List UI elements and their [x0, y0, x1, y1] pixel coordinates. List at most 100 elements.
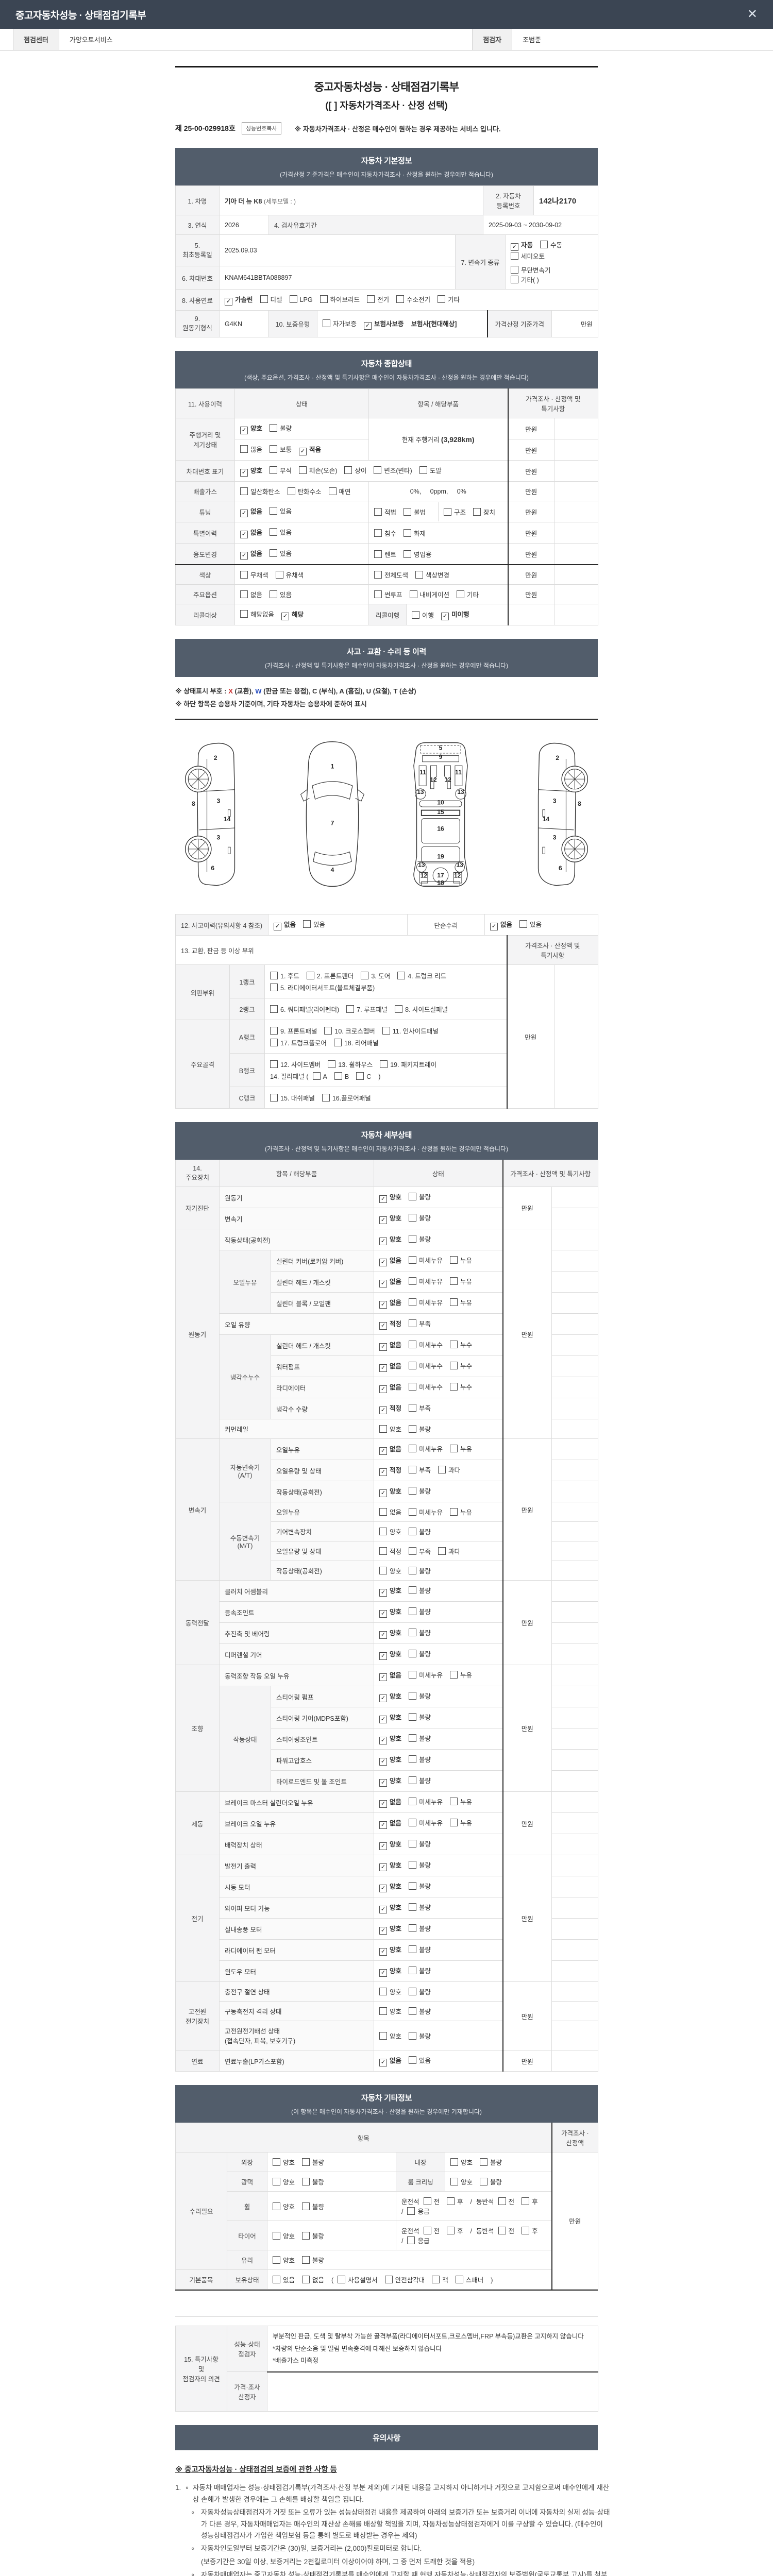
- option-이행[interactable]: 이행: [412, 610, 434, 620]
- unchecked-checkbox-icon[interactable]: [299, 466, 307, 474]
- option-많음[interactable]: 많음: [240, 444, 262, 454]
- option-8. 사이드실패널[interactable]: 8. 사이드실패널: [395, 1004, 448, 1014]
- unchecked-checkbox-icon[interactable]: [409, 1882, 417, 1890]
- option-전체도색[interactable]: 전체도색: [374, 570, 408, 580]
- unchecked-checkbox-icon[interactable]: [450, 1445, 458, 1453]
- option-불량[interactable]: 불량: [302, 2201, 324, 2211]
- unchecked-checkbox-icon[interactable]: [519, 920, 528, 928]
- option-불량[interactable]: 불량: [409, 1839, 431, 1849]
- option-있음[interactable]: 있음: [270, 548, 292, 558]
- unchecked-checkbox-icon[interactable]: [404, 529, 412, 537]
- option-불량[interactable]: 불량: [302, 2231, 324, 2241]
- unchecked-checkbox-icon[interactable]: [409, 1903, 417, 1911]
- unchecked-checkbox-icon[interactable]: [409, 2056, 417, 2064]
- unchecked-checkbox-icon[interactable]: [273, 2202, 280, 2210]
- option-전[interactable]: 전: [423, 2196, 440, 2206]
- option-6. 쿼터패널(리어펜더)[interactable]: 6. 쿼터패널(리어펜더): [270, 1004, 339, 1014]
- option-장치[interactable]: 장치: [473, 507, 495, 517]
- option-있음[interactable]: 있음: [270, 589, 292, 599]
- option-양호[interactable]: ✓ 양호: [379, 1733, 401, 1745]
- option-기타[interactable]: 기타: [457, 589, 479, 599]
- unchecked-checkbox-icon[interactable]: [356, 1072, 364, 1080]
- checked-checkbox-icon[interactable]: ✓: [379, 1216, 388, 1225]
- unchecked-checkbox-icon[interactable]: [379, 2031, 388, 2040]
- unchecked-checkbox-icon[interactable]: [322, 1094, 330, 1102]
- option-도말[interactable]: 도말: [419, 465, 442, 475]
- unchecked-checkbox-icon[interactable]: [240, 590, 248, 598]
- checked-checkbox-icon[interactable]: ✓: [379, 2059, 388, 2067]
- option-수소전기[interactable]: 수소전기: [396, 294, 430, 304]
- option-불량[interactable]: 불량: [409, 1987, 431, 1996]
- option-세미오토[interactable]: 세미오토: [511, 251, 545, 261]
- option-수동[interactable]: 수동: [540, 240, 562, 249]
- option-해당없음[interactable]: 해당없음: [240, 609, 274, 619]
- option-부족[interactable]: 부족: [409, 1546, 431, 1556]
- option-양호[interactable]: ✓ 양호: [379, 1213, 401, 1225]
- unchecked-checkbox-icon[interactable]: [306, 972, 314, 980]
- option-불량[interactable]: 불량: [409, 1944, 431, 1954]
- option-18. 리어패널[interactable]: 18. 리어패널: [333, 1038, 379, 1047]
- unchecked-checkbox-icon[interactable]: [302, 2202, 310, 2210]
- option-변조(변타)[interactable]: 변조(변타): [374, 465, 412, 475]
- checked-checkbox-icon[interactable]: ✓: [379, 1800, 388, 1808]
- option-전[interactable]: 전: [498, 2196, 514, 2206]
- unchecked-checkbox-icon[interactable]: [374, 571, 382, 579]
- unchecked-checkbox-icon[interactable]: [328, 487, 337, 495]
- option-미세누유[interactable]: 미세누유: [409, 1670, 443, 1680]
- option-양호[interactable]: ✓ 양호: [379, 1775, 401, 1787]
- option-훼손(오손)[interactable]: 훼손(오손): [299, 465, 337, 475]
- checked-checkbox-icon[interactable]: ✓: [379, 1821, 388, 1829]
- unchecked-checkbox-icon[interactable]: [270, 466, 278, 474]
- unchecked-checkbox-icon[interactable]: [450, 1508, 458, 1516]
- unchecked-checkbox-icon[interactable]: [409, 1508, 417, 1516]
- unchecked-checkbox-icon[interactable]: [404, 507, 412, 516]
- unchecked-checkbox-icon[interactable]: [409, 1277, 417, 1285]
- option-양호[interactable]: ✓ 양호: [379, 1839, 401, 1851]
- unchecked-checkbox-icon[interactable]: [334, 1072, 342, 1080]
- option-9. 프론트패널[interactable]: 9. 프론트패널: [270, 1026, 317, 1036]
- unchecked-checkbox-icon[interactable]: [457, 590, 465, 598]
- option-불량[interactable]: 불량: [409, 1606, 431, 1616]
- unchecked-checkbox-icon[interactable]: [409, 1425, 417, 1433]
- checked-checkbox-icon[interactable]: ✓: [441, 613, 449, 620]
- unchecked-checkbox-icon[interactable]: [270, 424, 278, 432]
- option-양호[interactable]: ✓ 양호: [379, 1691, 401, 1703]
- option-13. 휠하우스[interactable]: 13. 휠하우스: [328, 1059, 373, 1069]
- option-없음[interactable]: ✓ 없음: [240, 506, 262, 517]
- close-icon[interactable]: ✕: [747, 7, 758, 21]
- option-양호[interactable]: ✓ 양호: [379, 1923, 401, 1935]
- option-11. 인사이드패널[interactable]: 11. 인사이드패널: [382, 1026, 439, 1036]
- unchecked-checkbox-icon[interactable]: [275, 571, 283, 579]
- unchecked-checkbox-icon[interactable]: [302, 2276, 310, 2284]
- option-침수[interactable]: 침수: [374, 528, 396, 538]
- checked-checkbox-icon[interactable]: ✓: [379, 1842, 388, 1851]
- unchecked-checkbox-icon[interactable]: [409, 1924, 417, 1933]
- option-양호[interactable]: ✓ 양호: [379, 1902, 401, 1914]
- unchecked-checkbox-icon[interactable]: [409, 1193, 417, 1201]
- unchecked-checkbox-icon[interactable]: [409, 1547, 417, 1555]
- unchecked-checkbox-icon[interactable]: [270, 1094, 278, 1102]
- option-안전삼각대[interactable]: 안전삼각대: [384, 2275, 425, 2284]
- option-후[interactable]: 후: [447, 2196, 463, 2206]
- unchecked-checkbox-icon[interactable]: [273, 2158, 280, 2166]
- unchecked-checkbox-icon[interactable]: [320, 295, 328, 303]
- unchecked-checkbox-icon[interactable]: [432, 2276, 440, 2284]
- option-썬루프[interactable]: 썬루프: [374, 589, 402, 599]
- option-기타( )[interactable]: 기타( ): [511, 275, 539, 284]
- checked-checkbox-icon[interactable]: ✓: [379, 1779, 388, 1787]
- option-LPG[interactable]: LPG: [289, 295, 313, 303]
- unchecked-checkbox-icon[interactable]: [240, 445, 248, 453]
- checked-checkbox-icon[interactable]: ✓: [379, 1589, 388, 1597]
- option-양호[interactable]: 양호: [379, 1566, 401, 1575]
- unchecked-checkbox-icon[interactable]: [409, 1341, 417, 1349]
- option-화재[interactable]: 화재: [404, 528, 426, 538]
- unchecked-checkbox-icon[interactable]: [473, 507, 481, 516]
- option-렌트[interactable]: 렌트: [374, 549, 396, 559]
- option-양호[interactable]: 양호: [379, 2006, 401, 2016]
- unchecked-checkbox-icon[interactable]: [409, 1607, 417, 1616]
- unchecked-checkbox-icon[interactable]: [409, 1445, 417, 1453]
- unchecked-checkbox-icon[interactable]: [324, 1027, 332, 1035]
- option-불량[interactable]: 불량: [409, 1424, 431, 1434]
- option-10. 크로스멤버[interactable]: 10. 크로스멤버: [324, 1026, 375, 1036]
- option-불량[interactable]: 불량: [409, 1691, 431, 1701]
